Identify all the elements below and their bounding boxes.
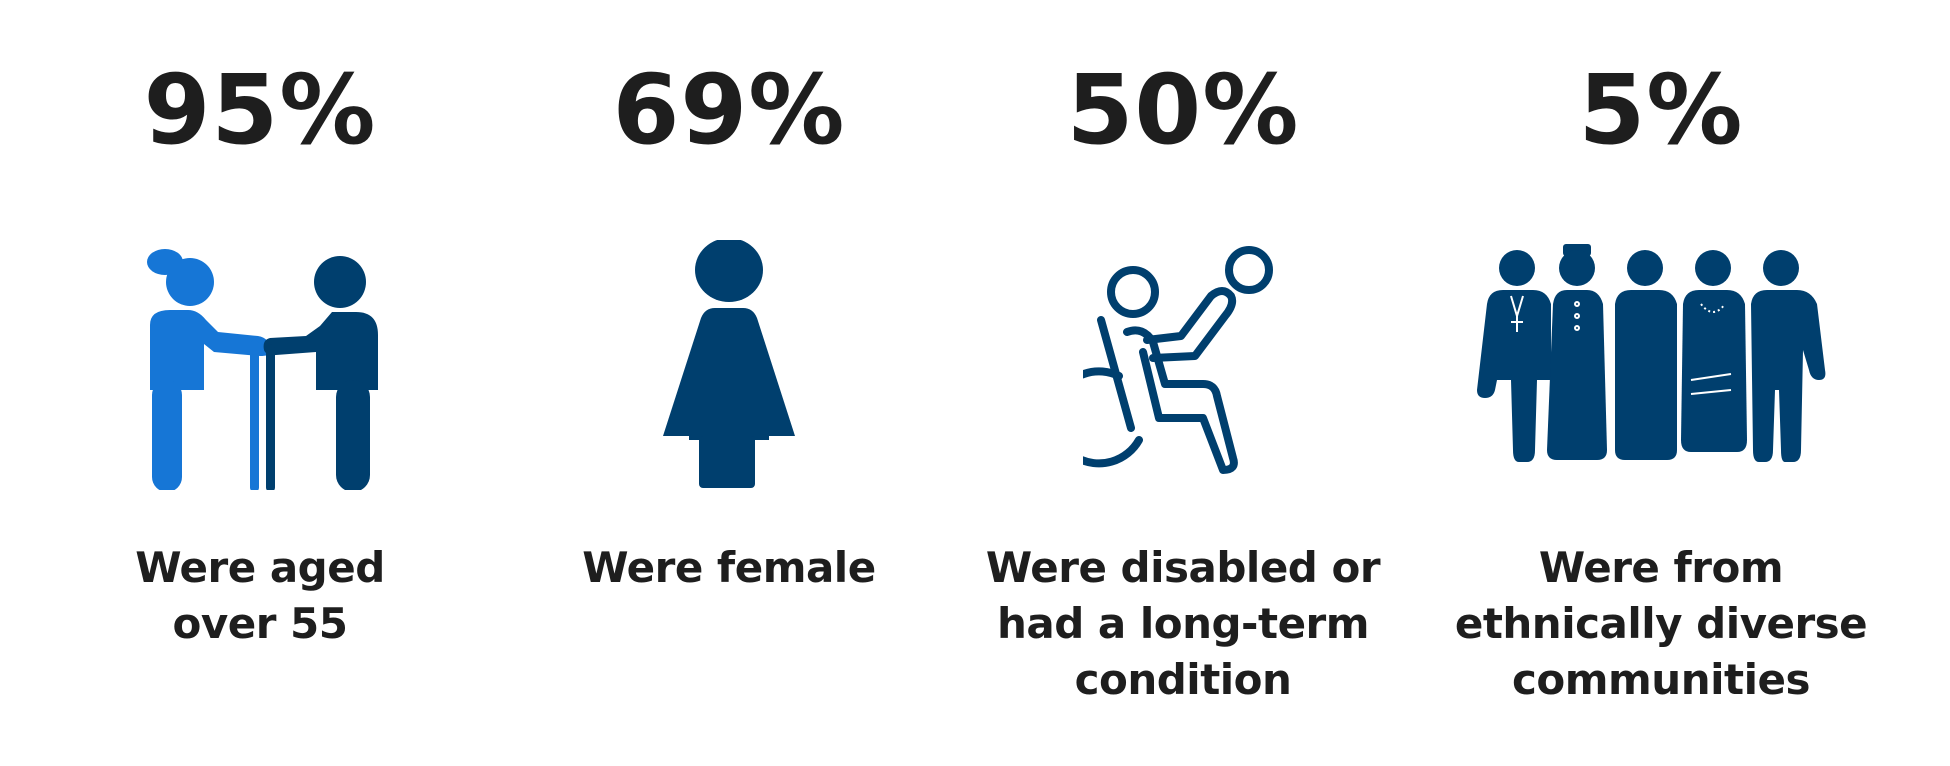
elderly-couple-icon	[110, 240, 410, 494]
stat-value: 69%	[612, 54, 846, 166]
stat-ethnically-diverse: 5%	[1431, 0, 1891, 766]
female-icon	[649, 238, 809, 494]
stat-caption: Were from ethnically diverse communities	[1454, 543, 1868, 704]
stat-value: 50%	[1066, 54, 1300, 166]
diverse-group-icon	[1471, 240, 1851, 494]
stat-female: 69% Were female	[499, 0, 959, 766]
stat-caption: Were aged over 55	[135, 543, 385, 648]
stat-caption: Were disabled or had a long-term conditi…	[985, 543, 1381, 704]
wheelchair-user-icon	[1049, 240, 1283, 494]
stat-disabled: 50% Were disabled or had a long-term con…	[953, 0, 1413, 766]
stat-aged-over-55: 95% Were aged over 55	[30, 0, 490, 766]
stat-caption: Were female	[582, 543, 876, 592]
stat-value: 95%	[143, 54, 377, 166]
stat-value: 5%	[1578, 54, 1744, 166]
